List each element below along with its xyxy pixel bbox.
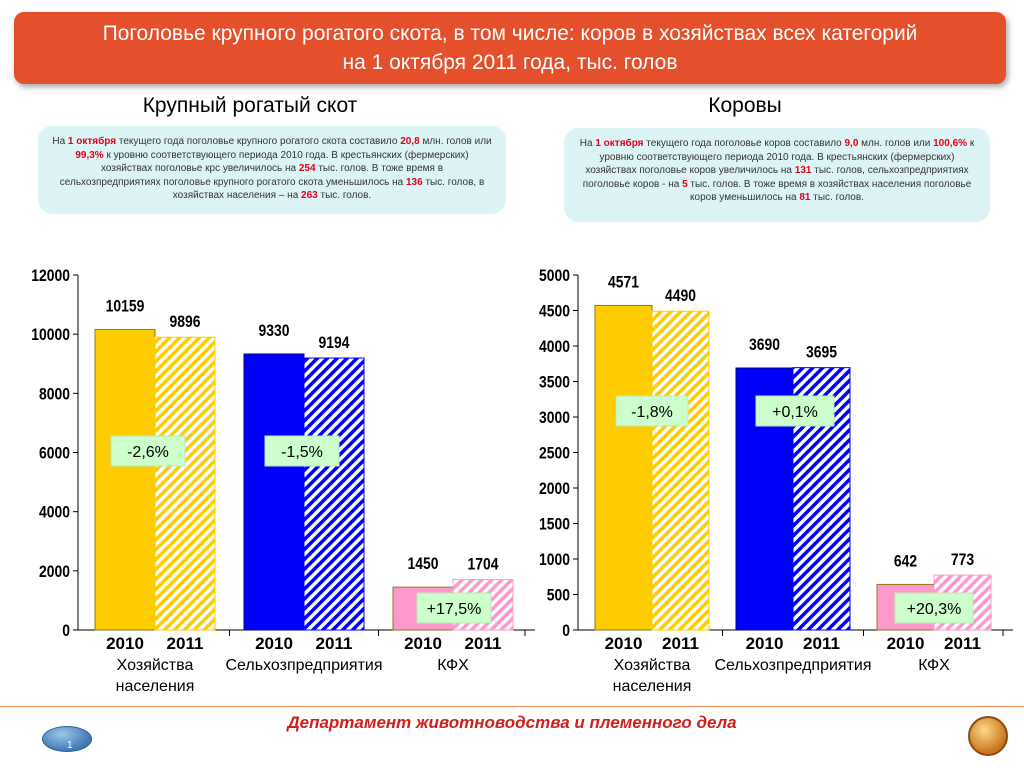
y-tick-label: 3500 [539, 373, 570, 392]
y-tick-label: 1000 [539, 551, 570, 570]
page-number-badge: 1 1 [42, 726, 92, 762]
x-year-label: 2010 [255, 634, 293, 653]
page-number: 1 1 [64, 740, 73, 762]
change-label: +0,1% [772, 404, 818, 421]
y-tick-label: 8000 [39, 385, 70, 404]
change-badge-0-2 [416, 592, 492, 624]
data-label: 642 [894, 552, 918, 571]
bar-1-0-0 [594, 304, 653, 631]
x-category-label: населения [613, 678, 692, 695]
y-tick-label: 4000 [39, 503, 70, 522]
x-category-label: населения [116, 678, 195, 695]
ministry-logo-icon [968, 716, 1008, 756]
right-info-box: На 1 октября текущего года поголовье кор… [564, 128, 990, 222]
data-label: 10159 [106, 297, 145, 316]
data-label: 4571 [608, 273, 639, 292]
title-line-1: Поголовье крупного рогатого скота, в том… [102, 22, 918, 45]
x-year-label: 2011 [662, 634, 699, 653]
y-tick-label: 1500 [539, 515, 570, 534]
change-badge-1-1 [755, 395, 835, 427]
x-category-label: Хозяйства [614, 657, 691, 674]
y-tick-label: 2000 [539, 480, 570, 499]
change-badge-0-1 [264, 435, 340, 467]
change-badge-1-0 [615, 395, 689, 427]
x-year-label: 2010 [746, 634, 784, 653]
change-label: -2,6% [127, 444, 169, 461]
change-badge-1-2 [894, 592, 974, 624]
y-tick-label: 3000 [539, 409, 570, 428]
y-tick-label: 6000 [39, 444, 70, 463]
data-label: 9194 [319, 334, 350, 353]
bar-0-1-1 [303, 357, 365, 631]
y-tick-label: 2000 [39, 563, 70, 582]
change-label: +20,3% [907, 601, 962, 618]
right-heading: Коровы [708, 94, 782, 117]
data-label: 773 [951, 551, 975, 570]
y-tick-label: 10000 [31, 326, 70, 345]
data-label: 1704 [468, 555, 499, 574]
title-banner: Поголовье крупного рогатого скота, в том… [14, 12, 1006, 84]
change-label: -1,8% [631, 404, 673, 421]
data-label: 3690 [749, 336, 780, 355]
y-tick-label: 4000 [539, 338, 570, 357]
bar-1-0-1 [651, 310, 710, 631]
title-line-2: на 1 октября 2011 года, тыс. голов [342, 51, 678, 74]
y-tick-label: 0 [562, 622, 570, 641]
x-year-label: 2010 [605, 634, 643, 653]
data-label: 9896 [170, 313, 201, 332]
left-info-box: На 1 октября текущего года поголовье кру… [38, 126, 506, 214]
x-year-label: 2011 [803, 634, 840, 653]
x-category-label: КФХ [918, 657, 950, 674]
change-label: -1,5% [281, 444, 323, 461]
x-year-label: 2011 [167, 634, 204, 653]
y-tick-label: 0 [62, 622, 70, 641]
left-heading: Крупный рогатый скот [142, 94, 358, 117]
y-tick-label: 12000 [31, 267, 70, 286]
bar-0-1-0 [243, 353, 305, 631]
x-year-label: 2010 [106, 634, 144, 653]
x-category-label: Сельхозпредприятия [225, 657, 382, 674]
data-label: 4490 [665, 287, 696, 306]
footer-divider [0, 706, 1024, 707]
data-label: 3695 [806, 343, 837, 362]
x-year-label: 2010 [887, 634, 925, 653]
x-category-label: Сельхозпредприятия [714, 657, 871, 674]
change-badge-0-0 [110, 435, 186, 467]
footer-department: Департамент животноводства и племенного … [287, 713, 737, 732]
x-year-label: 2011 [316, 634, 353, 653]
y-tick-label: 500 [547, 586, 570, 605]
x-year-label: 2011 [944, 634, 981, 653]
data-label: 9330 [259, 322, 290, 341]
change-label: +17,5% [427, 601, 482, 618]
bar-0-0-1 [154, 336, 216, 631]
bar-0-0-0 [94, 328, 156, 631]
data-label: 1450 [408, 555, 439, 574]
y-tick-label: 5000 [539, 267, 570, 286]
x-year-label: 2011 [465, 634, 502, 653]
x-category-label: Хозяйства [117, 657, 194, 674]
x-category-label: КФХ [437, 657, 469, 674]
y-tick-label: 2500 [539, 444, 570, 463]
x-year-label: 2010 [404, 634, 442, 653]
y-tick-label: 4500 [539, 302, 570, 321]
